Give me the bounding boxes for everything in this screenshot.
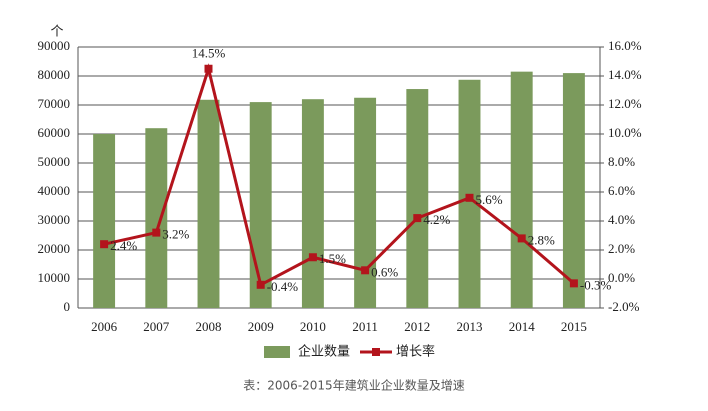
y2-tick-label: 10.0% xyxy=(608,125,642,140)
x-tick-label: 2014 xyxy=(509,319,536,334)
bar xyxy=(249,102,272,308)
legend-swatch xyxy=(264,346,290,358)
y-tick-label: 10000 xyxy=(38,270,71,285)
bar xyxy=(93,134,116,308)
data-label: 3.2% xyxy=(162,227,189,242)
y-tick-label: 40000 xyxy=(38,183,71,198)
data-label: 1.5% xyxy=(319,251,346,266)
line-marker xyxy=(204,64,213,73)
x-tick-label: 2009 xyxy=(248,319,274,334)
x-tick-label: 2012 xyxy=(404,319,430,334)
data-label: 2.8% xyxy=(528,232,555,247)
data-label: 5.6% xyxy=(476,192,503,207)
y2-tick-label: 14.0% xyxy=(608,67,642,82)
x-tick-label: 2006 xyxy=(91,319,118,334)
y2-tick-label: 16.0% xyxy=(608,38,642,53)
x-tick-label: 2015 xyxy=(561,319,587,334)
y-tick-label: 30000 xyxy=(38,212,71,227)
line-marker xyxy=(569,279,578,288)
y-tick-label: 60000 xyxy=(38,125,71,140)
line-marker xyxy=(517,234,526,243)
data-label: 2.4% xyxy=(110,238,137,253)
bar xyxy=(197,99,220,308)
y2-tick-label: 0.0% xyxy=(608,270,635,285)
legend-swatch xyxy=(372,348,380,356)
bar xyxy=(145,128,168,308)
y-tick-label: 80000 xyxy=(38,67,71,82)
x-tick-label: 2011 xyxy=(352,319,378,334)
bar xyxy=(562,73,585,308)
data-label: 4.2% xyxy=(423,212,450,227)
line xyxy=(103,63,575,288)
data-label: 14.5% xyxy=(192,46,226,61)
x-tick-label: 2007 xyxy=(143,319,170,334)
bar xyxy=(510,71,533,309)
y2-tick-label: 4.0% xyxy=(608,212,635,227)
y-unit: 个 xyxy=(50,25,63,40)
y-tick-label: 70000 xyxy=(38,96,71,111)
data-label: -0.3% xyxy=(580,277,612,292)
y-tick-label: 20000 xyxy=(38,241,71,256)
y2-tick-label: 12.0% xyxy=(608,96,642,111)
line-marker xyxy=(100,240,109,249)
y2-tick-label: 8.0% xyxy=(608,154,635,169)
y2-tick-label: -2.0% xyxy=(608,299,640,314)
caption: 表：2006-2015年建筑业企业数量及增速 xyxy=(243,378,464,393)
bar xyxy=(301,99,324,308)
line-marker xyxy=(465,193,474,202)
x-tick-label: 2010 xyxy=(300,319,326,334)
legend-label: 增长率 xyxy=(396,344,435,360)
y2-tick-label: 6.0% xyxy=(608,183,635,198)
line-marker xyxy=(413,214,422,223)
bar xyxy=(354,97,377,308)
y2-tick-label: 2.0% xyxy=(608,241,635,256)
y-tick-label: 50000 xyxy=(38,154,71,169)
y-tick-label: 0 xyxy=(64,299,71,314)
data-label: -0.4% xyxy=(267,279,299,294)
line-marker xyxy=(152,228,161,237)
x-tick-label: 2008 xyxy=(196,319,222,334)
line-marker xyxy=(361,266,370,275)
line-marker xyxy=(256,280,265,289)
x-tick-label: 2013 xyxy=(457,319,483,334)
legend-label: 企业数量 xyxy=(298,344,350,360)
line-marker xyxy=(308,253,317,262)
bar xyxy=(406,89,429,308)
y-tick-label: 90000 xyxy=(38,38,71,53)
data-label: 0.6% xyxy=(371,264,398,279)
